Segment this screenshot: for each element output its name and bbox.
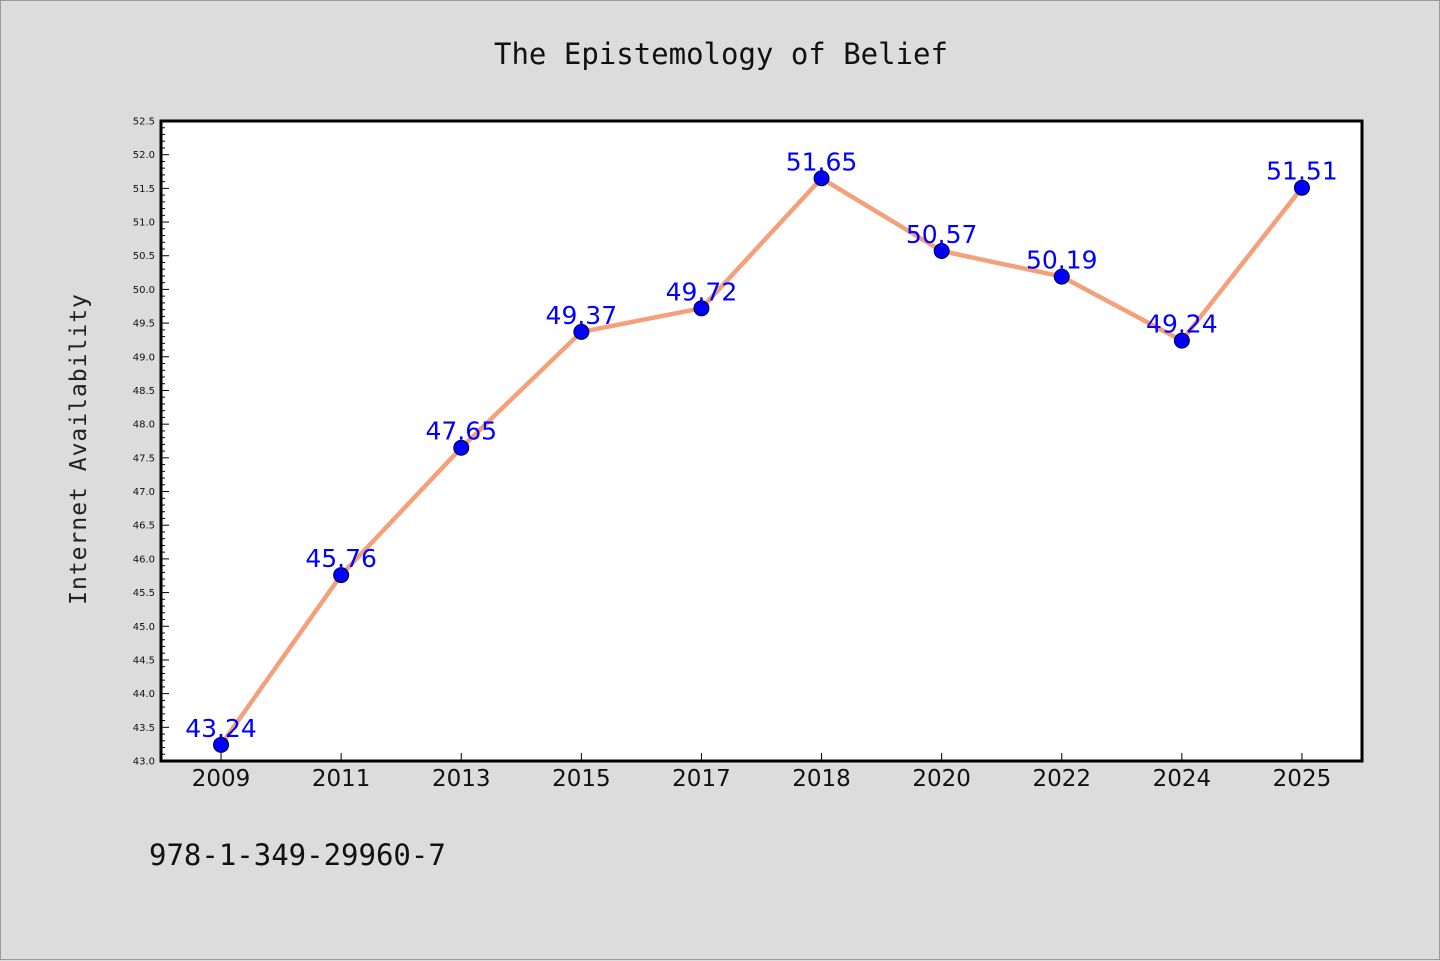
y-tick-label: 45.0 bbox=[133, 622, 155, 633]
y-tick-label: 47.5 bbox=[133, 453, 155, 464]
y-tick-label: 45.5 bbox=[133, 588, 155, 599]
data-point bbox=[693, 300, 710, 317]
x-tick-label: 2025 bbox=[1273, 766, 1332, 792]
x-tick-label: 2013 bbox=[432, 766, 491, 792]
y-tick-label: 51.5 bbox=[133, 184, 155, 195]
x-tick-label: 2017 bbox=[672, 766, 731, 792]
data-label: 51.65 bbox=[786, 147, 858, 176]
y-tick-label: 44.5 bbox=[133, 655, 155, 666]
y-tick-label: 46.5 bbox=[133, 521, 155, 532]
y-tick-label: 48.0 bbox=[133, 420, 155, 431]
y-tick-label: 43.0 bbox=[133, 757, 155, 768]
y-tick-label: 47.0 bbox=[133, 487, 155, 498]
data-label: 49.37 bbox=[546, 301, 618, 330]
y-tick-label: 48.5 bbox=[133, 386, 155, 397]
data-labels: 43.24 45.76 47.65 49.37 49.72 51.65 50.57 50.19… bbox=[185, 147, 1337, 743]
data-point bbox=[213, 736, 230, 753]
x-tick-label: 2020 bbox=[912, 766, 971, 792]
data-point bbox=[1053, 268, 1070, 285]
data-label: 49.24 bbox=[1146, 310, 1218, 339]
data-label: 51.51 bbox=[1266, 157, 1338, 186]
isbn-text: 978-1-349-29960-7 bbox=[149, 838, 446, 872]
y-tick-label: 43.5 bbox=[133, 723, 155, 734]
data-point bbox=[1293, 179, 1310, 196]
series-polyline bbox=[218, 176, 1305, 748]
x-axis: 2009 2011 2013 2015 2017 2018 2020 2022 2024 2025 bbox=[192, 753, 1331, 792]
data-point bbox=[1173, 332, 1190, 349]
y-tick-label: 51.0 bbox=[133, 218, 155, 229]
plot-frame bbox=[159, 119, 1364, 763]
series-markers bbox=[213, 170, 1310, 753]
y-tick-label: 49.5 bbox=[133, 319, 155, 330]
data-label: 43.24 bbox=[185, 714, 257, 743]
data-label: 49.72 bbox=[666, 277, 738, 306]
y-tick-label: 50.0 bbox=[133, 285, 155, 296]
y-axis-label: Internet Availability bbox=[66, 293, 92, 605]
data-point bbox=[453, 439, 470, 456]
data-label: 47.65 bbox=[425, 417, 497, 446]
data-label: 50.19 bbox=[1026, 246, 1098, 275]
data-point bbox=[813, 170, 830, 187]
data-label: 45.76 bbox=[305, 544, 377, 573]
y-tick-label: 52.5 bbox=[133, 117, 155, 128]
y-tick-label: 44.0 bbox=[133, 689, 155, 700]
data-point bbox=[933, 243, 950, 260]
data-point bbox=[573, 323, 590, 340]
x-tick-label: 2015 bbox=[552, 766, 611, 792]
plot-area bbox=[161, 121, 1362, 761]
x-tick-label: 2022 bbox=[1032, 766, 1091, 792]
data-label: 50.57 bbox=[906, 220, 978, 249]
x-tick-label: 2024 bbox=[1153, 766, 1212, 792]
data-point bbox=[333, 567, 350, 584]
y-tick-label: 49.0 bbox=[133, 352, 155, 363]
chart-title: The Epistemology of Belief bbox=[494, 37, 948, 71]
x-tick-label: 2011 bbox=[312, 766, 371, 792]
y-tick-label: 46.0 bbox=[133, 554, 155, 565]
y-tick-label: 50.5 bbox=[133, 251, 155, 262]
x-tick-label: 2018 bbox=[792, 766, 851, 792]
x-tick-label: 2009 bbox=[192, 766, 251, 792]
y-tick-label: 52.0 bbox=[133, 150, 155, 161]
series-line bbox=[218, 176, 1305, 748]
